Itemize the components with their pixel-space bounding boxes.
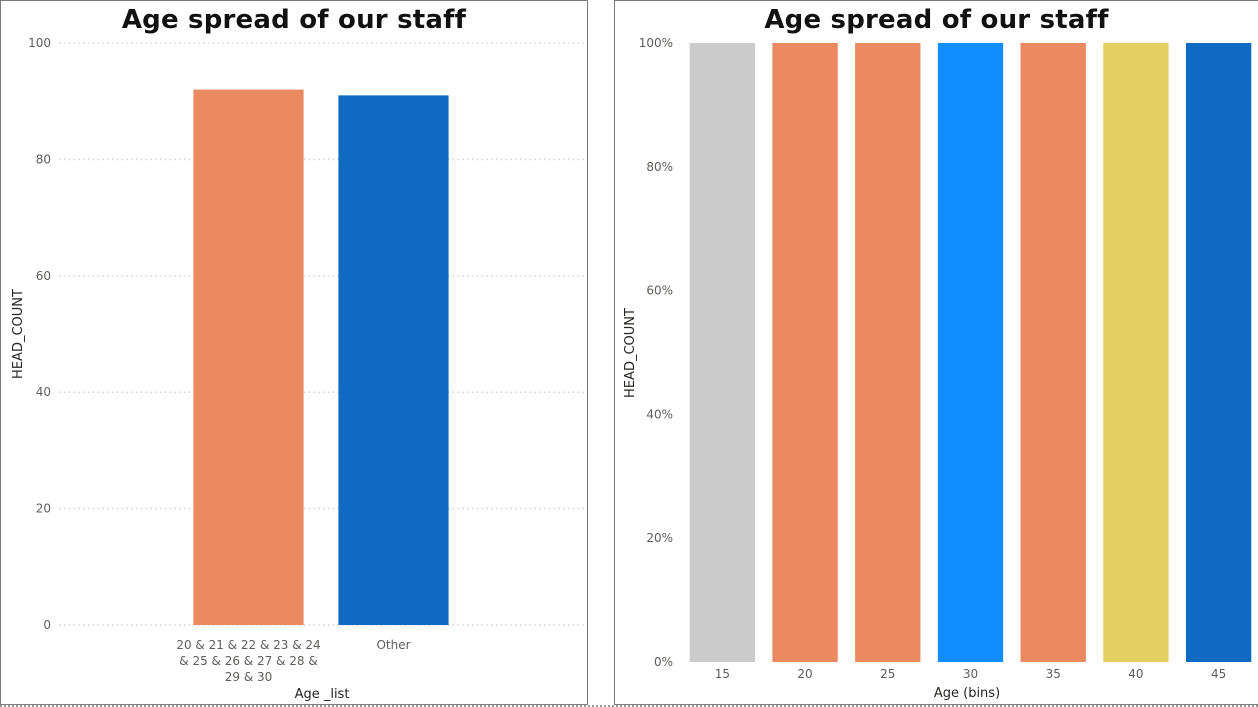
- x-tick-label: 15: [715, 667, 730, 681]
- y-tick-label: 40%: [646, 407, 673, 421]
- y-tick-label: 40: [36, 385, 51, 399]
- y-tick-label: 20%: [646, 531, 673, 545]
- chart-title: Age spread of our staff: [121, 5, 467, 35]
- y-tick-label: 100: [28, 36, 51, 50]
- panel-divider: [590, 0, 612, 707]
- bar: [855, 43, 921, 662]
- bar: [1020, 43, 1086, 662]
- x-tick-label: 45: [1211, 667, 1226, 681]
- y-tick-label: 80: [36, 152, 51, 166]
- bar: [1103, 43, 1169, 662]
- y-tick-label: 80%: [646, 160, 673, 174]
- chart-panel-left[interactable]: Age spread of our staff 0 20 40 60 80 100 20 &…: [0, 0, 588, 705]
- x-axis-title: Age (bins): [934, 686, 1000, 701]
- bar: [689, 43, 756, 662]
- y-tick-label: 60%: [646, 284, 673, 298]
- x-tick-label: 30: [963, 667, 978, 681]
- x-tick-label: Other: [376, 638, 410, 652]
- x-tick-label: 40: [1128, 667, 1143, 681]
- x-tick-label: 20 & 21 & 22 & 23 & 24: [176, 638, 320, 652]
- y-axis-title: HEAD_COUNT: [623, 308, 638, 398]
- bar: [937, 43, 1004, 662]
- bar: [1185, 43, 1252, 662]
- x-tick-label: 29 & 30: [225, 670, 273, 684]
- x-tick-label: 35: [1046, 667, 1061, 681]
- bar: [193, 89, 304, 625]
- x-tick-label: 25: [880, 667, 895, 681]
- y-tick-label: 20: [36, 502, 51, 516]
- chart-title: Age spread of our staff: [764, 5, 1109, 35]
- y-axis-title: HEAD_COUNT: [11, 289, 26, 379]
- canvas-bottom-border: [0, 705, 1258, 707]
- x-axis-title: Age _list: [295, 687, 350, 702]
- y-tick-label: 100%: [639, 36, 673, 50]
- chart-panel-right[interactable]: Age spread of our staff 0% 20% 40% 60% 80% 10…: [614, 0, 1258, 705]
- y-tick-label: 0%: [654, 655, 673, 669]
- y-tick-label: 0: [43, 618, 51, 632]
- bar-chart-age-list: 0 20 40 60 80 100 20 & 21 & 22 & 23 & 24 & 25 &…: [11, 36, 585, 702]
- bar: [772, 43, 838, 662]
- bar: [338, 95, 449, 625]
- y-tick-label: 60: [36, 269, 51, 283]
- x-tick-label: 20: [797, 667, 812, 681]
- bar-chart-age-bins: 0% 20% 40% 60% 80% 100% 15 20 25 30 35 40 45 Age (bin…: [623, 36, 1252, 701]
- x-tick-label: & 25 & 26 & 27 & 28 &: [179, 654, 317, 668]
